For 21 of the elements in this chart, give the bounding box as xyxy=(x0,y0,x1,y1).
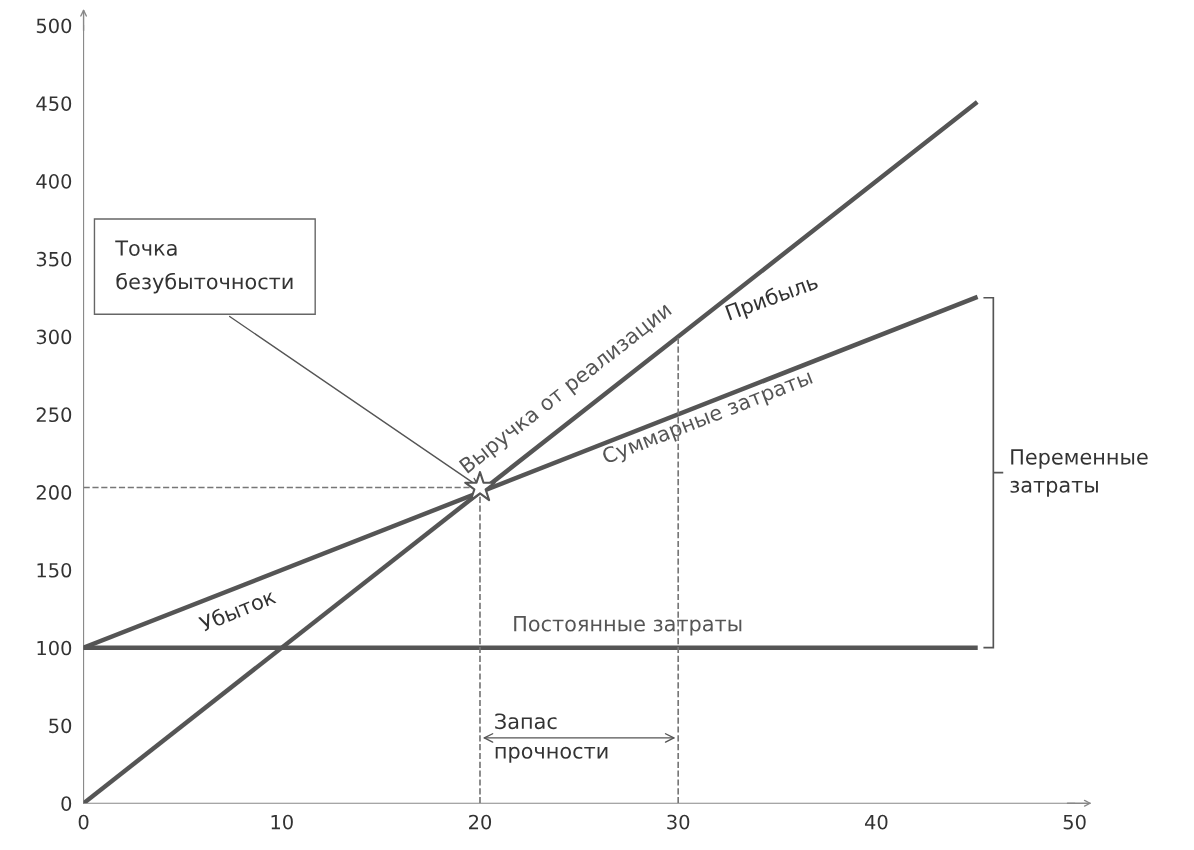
y-tick-label: 350 xyxy=(36,251,72,267)
y-tick-label: 50 xyxy=(49,718,72,734)
x-tick-label: 40 xyxy=(864,814,888,830)
y-tick-label: 400 xyxy=(36,174,72,189)
series-label: Постоянные затраты xyxy=(514,616,742,636)
y-tick-label: 100 xyxy=(37,640,72,656)
y-tick-label: 450 xyxy=(36,96,72,111)
x-tick-label: 10 xyxy=(271,814,293,830)
y-tick-label: 250 xyxy=(36,407,72,423)
y-tick-label: 0 xyxy=(61,796,72,811)
y-tick-label: 300 xyxy=(36,329,72,345)
annotation: Точка безубыточности xyxy=(115,240,293,294)
x-tick-label: 20 xyxy=(469,814,492,830)
y-tick-label: 150 xyxy=(37,562,72,578)
x-tick-label: 50 xyxy=(1063,814,1086,830)
x-tick-label: 0 xyxy=(78,814,89,830)
x-tick-label: 30 xyxy=(667,814,690,830)
annotation: Переменные затраты xyxy=(1010,449,1148,497)
y-tick-label: 500 xyxy=(36,18,72,34)
y-tick-label: 200 xyxy=(36,485,72,500)
annotation: Запас прочности xyxy=(495,713,608,763)
